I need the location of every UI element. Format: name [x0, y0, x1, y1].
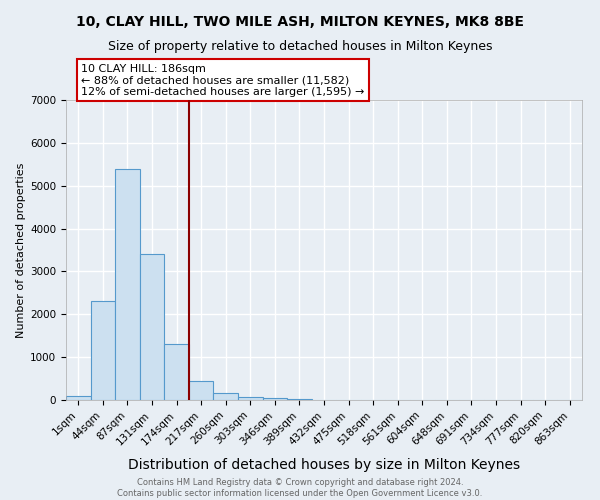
X-axis label: Distribution of detached houses by size in Milton Keynes: Distribution of detached houses by size … [128, 458, 520, 471]
Bar [238, 397, 263, 400]
Bar [66, 396, 91, 400]
Bar [214, 392, 238, 400]
Bar [189, 380, 214, 400]
Bar [115, 168, 140, 400]
Bar [164, 344, 189, 400]
Text: Size of property relative to detached houses in Milton Keynes: Size of property relative to detached ho… [108, 40, 492, 53]
Text: 10, CLAY HILL, TWO MILE ASH, MILTON KEYNES, MK8 8BE: 10, CLAY HILL, TWO MILE ASH, MILTON KEYN… [76, 15, 524, 29]
Text: 10 CLAY HILL: 186sqm
← 88% of detached houses are smaller (11,582)
12% of semi-d: 10 CLAY HILL: 186sqm ← 88% of detached h… [82, 64, 365, 97]
Y-axis label: Number of detached properties: Number of detached properties [16, 162, 26, 338]
Bar [140, 254, 164, 400]
Bar [287, 398, 312, 400]
Bar [263, 398, 287, 400]
Bar [91, 302, 115, 400]
Text: Contains HM Land Registry data © Crown copyright and database right 2024.
Contai: Contains HM Land Registry data © Crown c… [118, 478, 482, 498]
